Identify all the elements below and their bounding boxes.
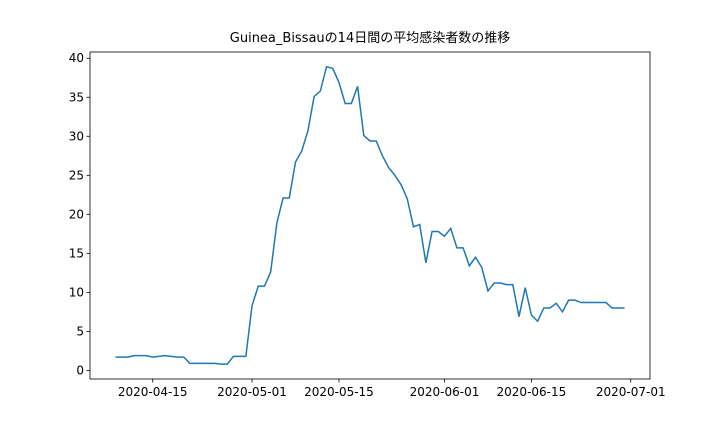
x-tick-label: 2020-05-15 [304,385,374,399]
y-tick-label: 25 [69,168,84,182]
y-tick-label: 0 [76,363,84,377]
x-tick-label: 2020-05-01 [217,385,287,399]
line [115,65,625,365]
y-tick-label: 35 [69,90,84,104]
x-tick-label: 2020-06-15 [497,385,567,399]
y-tick-label: 40 [69,51,84,65]
chart-title: Guinea_Bissauの14日間の平均感染者数の推移 [230,30,510,46]
y-tick-label: 5 [76,324,84,338]
y-tick-label: 15 [69,246,84,260]
x-tick-label: 2020-07-01 [596,385,666,399]
x-tick-label: 2020-06-01 [410,385,480,399]
y-tick-label: 30 [69,129,84,143]
x-tick-label: 2020-04-15 [118,385,188,399]
y-tick-label: 10 [69,285,84,299]
y-tick-label: 20 [69,207,84,221]
plot-frame [89,51,651,380]
